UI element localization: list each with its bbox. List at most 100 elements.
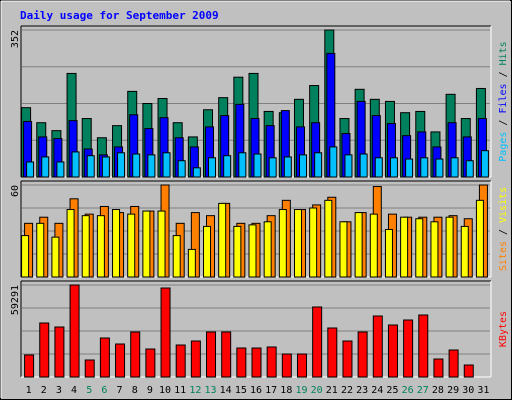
bar — [172, 235, 181, 278]
legend: Pages / Files / Hits — [498, 41, 509, 161]
x-tick-label: 23 — [356, 385, 368, 396]
x-tick-label: 7 — [117, 385, 123, 396]
bar — [435, 158, 444, 178]
bar — [175, 344, 186, 378]
bar — [66, 209, 75, 278]
bar — [192, 167, 201, 178]
bar — [268, 157, 277, 178]
bar — [354, 212, 363, 278]
bar — [359, 153, 368, 178]
x-tick-label: 15 — [235, 385, 247, 396]
x-tick-label: 27 — [417, 385, 429, 396]
bar — [26, 161, 35, 178]
bar — [145, 348, 156, 378]
bar — [177, 160, 186, 178]
bar — [405, 158, 414, 178]
bar — [218, 202, 227, 278]
x-tick-label: 25 — [386, 385, 398, 396]
x-tick-label: 13 — [204, 385, 216, 396]
bar — [238, 152, 247, 178]
bar — [403, 319, 414, 378]
legend-separator: / — [498, 223, 509, 241]
bar — [278, 209, 287, 278]
x-tick-label: 14 — [220, 385, 232, 396]
bar — [420, 157, 429, 178]
legend-separator: / — [498, 114, 509, 132]
bar — [233, 225, 242, 278]
bar — [160, 287, 171, 378]
bar — [86, 155, 95, 178]
bar — [281, 353, 292, 378]
bar — [51, 236, 60, 278]
bar — [430, 221, 439, 278]
bar — [369, 213, 378, 278]
bar — [187, 248, 196, 278]
x-tick-label: 4 — [71, 385, 77, 396]
bar — [203, 225, 212, 278]
bar — [56, 161, 65, 178]
bar — [248, 224, 257, 278]
bar — [99, 337, 110, 378]
bar — [357, 331, 368, 378]
bar — [463, 364, 474, 378]
chart-title: Daily usage for September 2009 — [20, 9, 219, 22]
bar — [39, 322, 50, 378]
bar — [433, 358, 444, 378]
bar — [475, 199, 484, 278]
x-tick-label: 11 — [174, 385, 186, 396]
x-tick-label: 16 — [250, 385, 262, 396]
bar — [190, 340, 201, 378]
x-tick-label: 12 — [189, 385, 201, 396]
bar — [324, 199, 333, 278]
bar — [21, 235, 30, 278]
bar — [127, 213, 136, 278]
bar — [115, 343, 126, 378]
bar — [84, 359, 95, 378]
x-tick-label: 6 — [101, 385, 107, 396]
bar — [142, 210, 151, 278]
bar — [81, 215, 90, 278]
x-tick-label: 20 — [311, 385, 323, 396]
bar — [236, 347, 247, 378]
bar — [342, 340, 353, 378]
bar — [96, 215, 105, 278]
bar — [384, 228, 393, 278]
x-tick-label: 21 — [326, 385, 338, 396]
bar — [41, 156, 50, 178]
x-tick-label: 22 — [341, 385, 353, 396]
bar — [132, 153, 141, 178]
bar — [251, 347, 262, 378]
bar — [418, 314, 429, 378]
y-tick-label: 352 — [10, 30, 21, 48]
bar — [112, 209, 121, 278]
x-tick-label: 24 — [371, 385, 383, 396]
bar — [223, 155, 232, 178]
bar — [157, 210, 166, 278]
bar — [389, 157, 398, 178]
bar — [253, 153, 262, 178]
bar — [221, 331, 232, 378]
bar — [339, 221, 348, 278]
bar — [344, 154, 353, 178]
bar — [296, 353, 307, 378]
legend-entry: Sites — [498, 241, 509, 271]
bar — [450, 157, 459, 178]
bar — [206, 331, 217, 378]
x-tick-label: 3 — [56, 385, 62, 396]
bar — [309, 207, 318, 278]
bar — [54, 326, 65, 378]
bar — [448, 349, 459, 378]
bar — [372, 315, 383, 378]
bar — [130, 331, 141, 378]
bar — [329, 146, 338, 178]
bar — [101, 156, 110, 178]
bar — [415, 218, 424, 278]
x-tick-label: 9 — [147, 385, 153, 396]
y-tick-label: 60 — [10, 185, 21, 197]
x-tick-label: 2 — [41, 385, 47, 396]
x-tick-label: 30 — [462, 385, 474, 396]
bar — [298, 154, 307, 178]
x-tick-label: 26 — [402, 385, 414, 396]
legend-entry: Pages — [498, 132, 509, 162]
